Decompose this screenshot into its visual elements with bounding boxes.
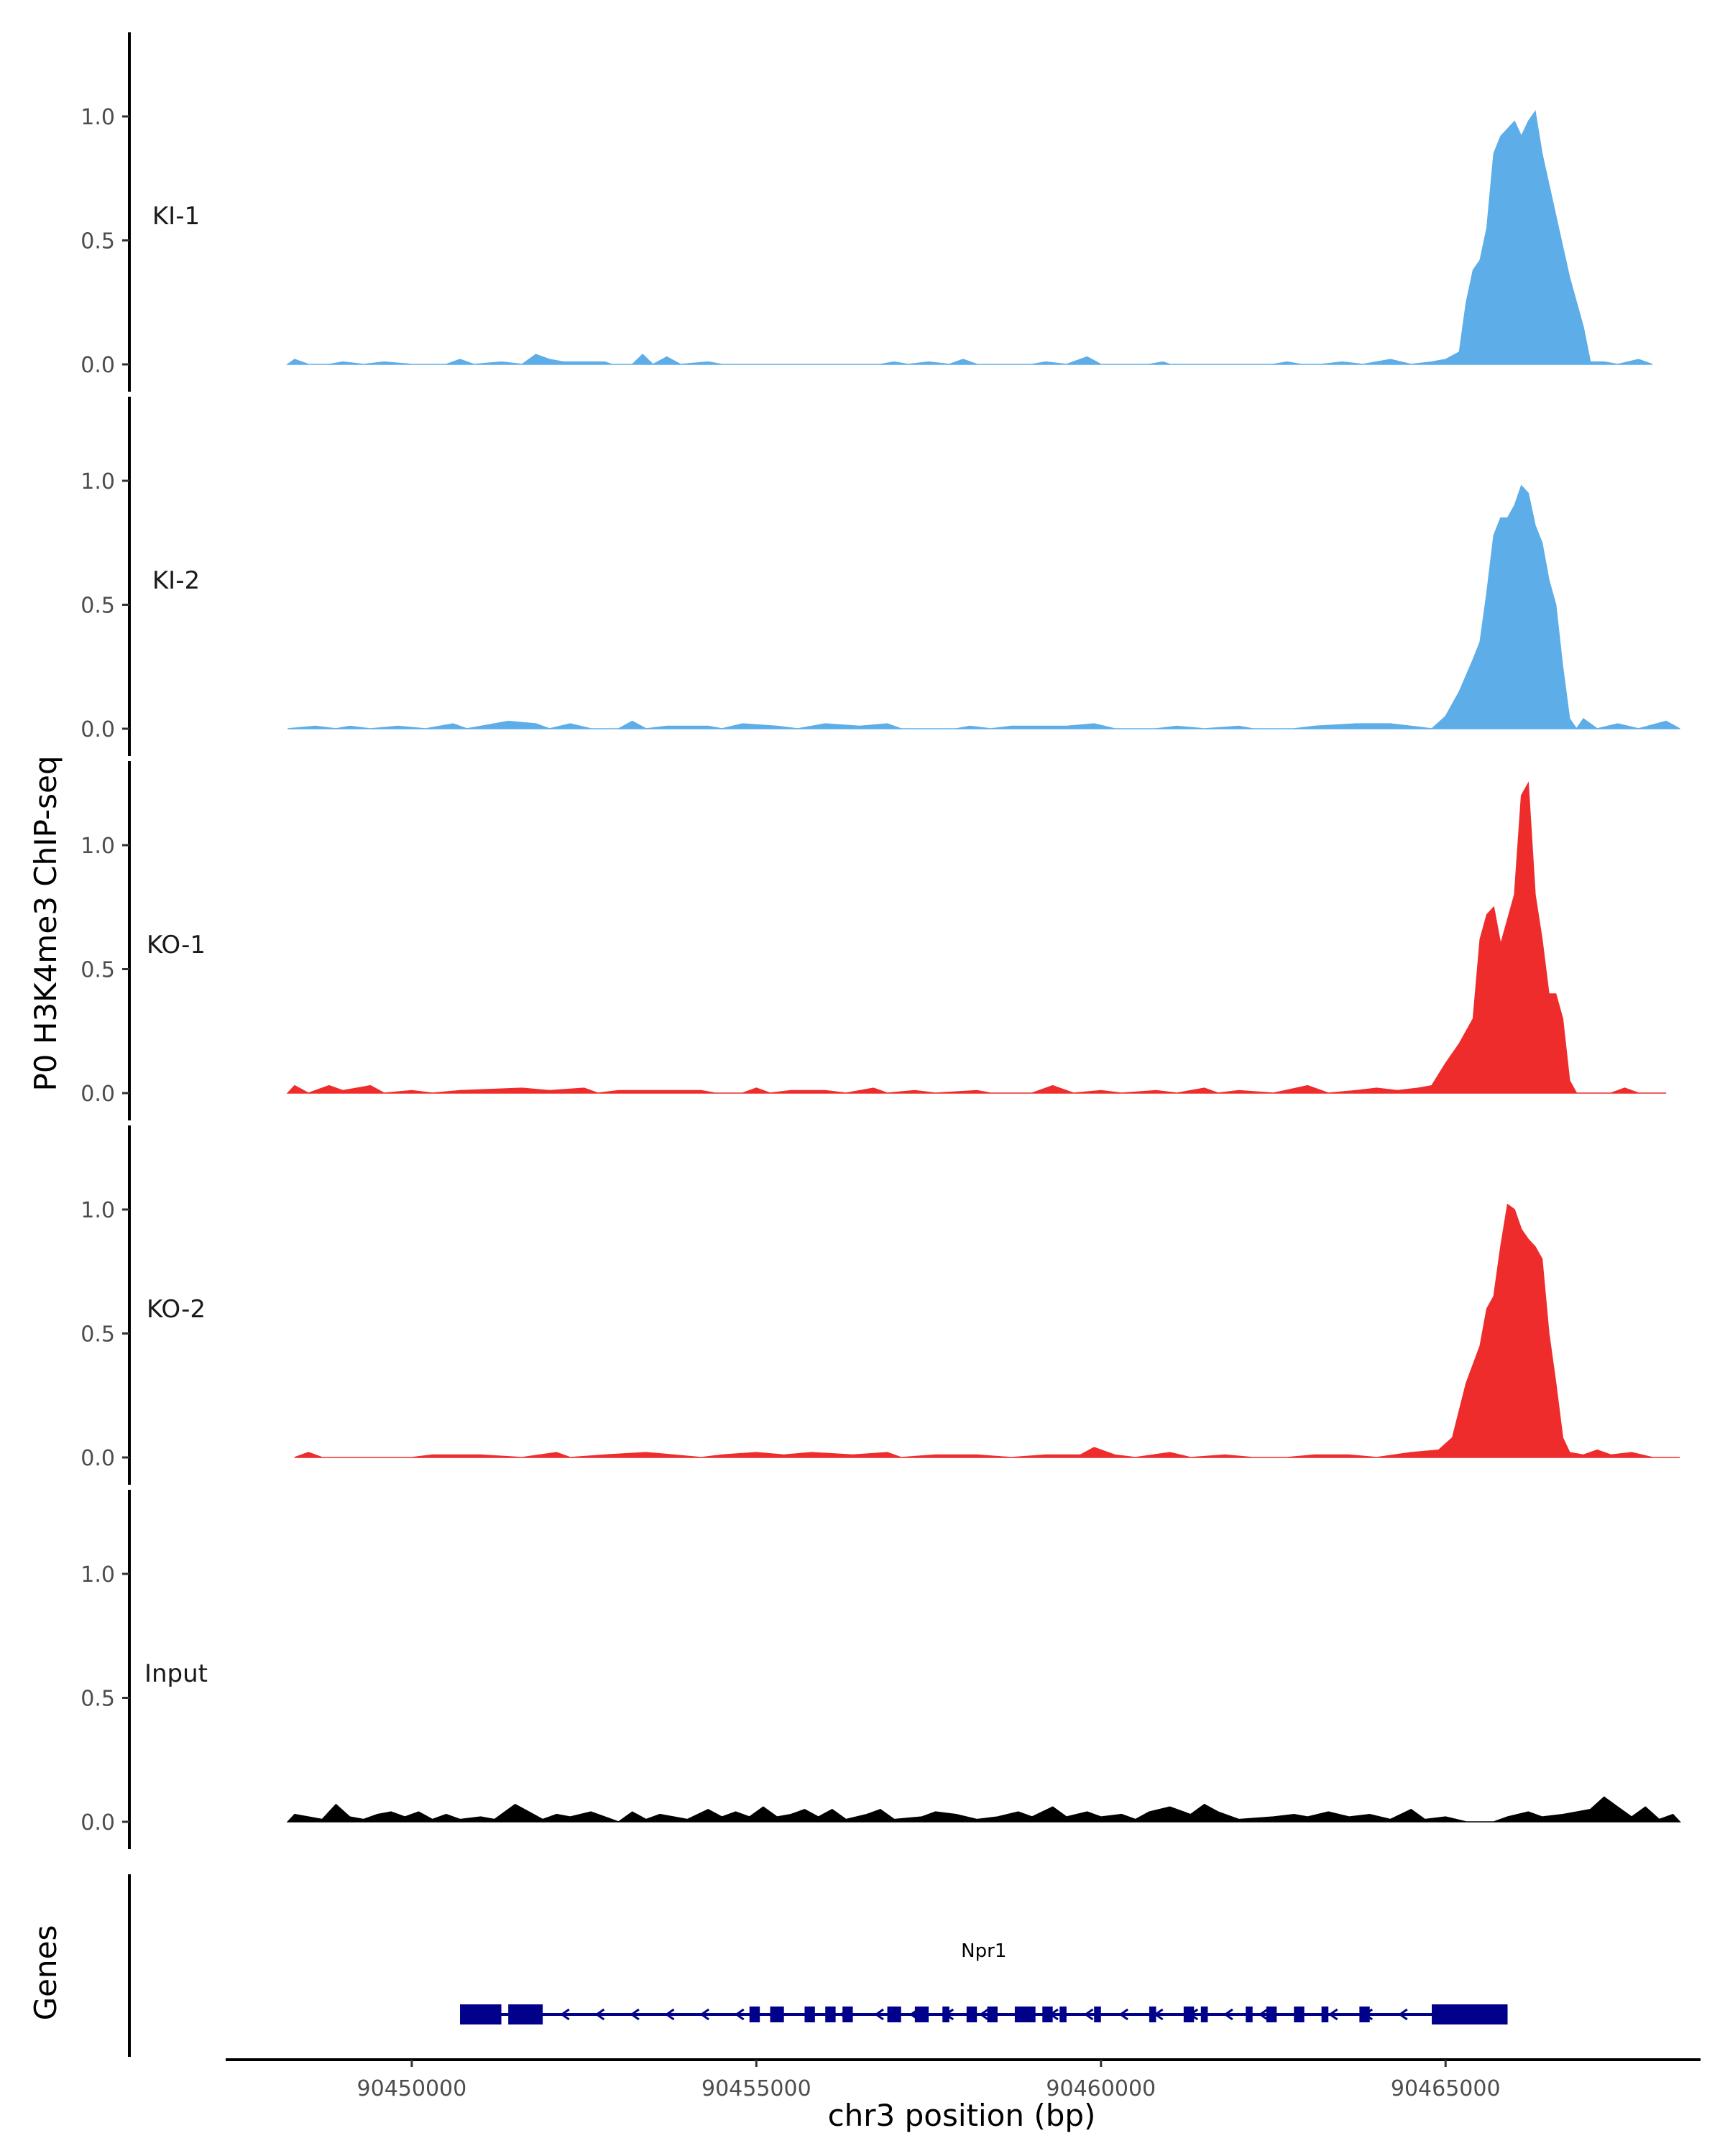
- x-tick-label: 90460000: [1046, 2076, 1156, 2101]
- gene-exon: [1266, 2007, 1277, 2022]
- y-tick-label: 0.5: [80, 1322, 115, 1348]
- strand-arrow: [630, 2008, 640, 2021]
- strand-arrow: [560, 2008, 570, 2021]
- tracks-layer: 0.00.51.0KI-10.00.51.0KI-20.00.51.0KO-10…: [80, 32, 1681, 1849]
- y-tick-label: 1.0: [80, 469, 115, 494]
- gene-exon: [1359, 2007, 1370, 2022]
- strand-arrow: [1118, 2008, 1128, 2021]
- strand-arrow: [664, 2008, 675, 2021]
- y-tick-label: 1.0: [80, 1562, 115, 1588]
- x-tick-label: 90450000: [357, 2076, 467, 2101]
- y-tick-label: 0.0: [80, 353, 115, 378]
- gene-exon: [1094, 2007, 1101, 2022]
- x-axis-title: chr3 position (bp): [828, 2098, 1096, 2133]
- x-tick-label: 90465000: [1391, 2076, 1501, 2101]
- track-label: Input: [144, 1659, 208, 1688]
- y-tick-label: 0.5: [80, 594, 115, 619]
- genes-track: Npr1: [128, 1874, 1508, 2057]
- signal-area: [288, 484, 1680, 730]
- strand-arrow: [1258, 2008, 1269, 2021]
- y-tick-label: 0.5: [80, 229, 115, 254]
- gene-exon: [508, 2004, 543, 2024]
- gene-exon: [1183, 2007, 1195, 2022]
- gene-exon: [1042, 2007, 1053, 2022]
- gene-exon: [804, 2007, 815, 2022]
- gene-exon: [1246, 2007, 1253, 2022]
- gene-exon: [749, 2007, 760, 2022]
- strand-arrow: [735, 2008, 745, 2021]
- y-tick-label: 0.0: [80, 717, 115, 742]
- gene-exon: [1200, 2007, 1208, 2022]
- y-tick-label: 1.0: [80, 1198, 115, 1223]
- gene-exon: [914, 2007, 929, 2022]
- gene-exon: [1321, 2007, 1329, 2022]
- x-axis: 90450000 90455000 90460000 90465000: [226, 2058, 1701, 2101]
- track-label: KO-1: [147, 931, 206, 959]
- track-label: KI-1: [152, 202, 200, 231]
- track-label: KO-2: [147, 1295, 206, 1324]
- strand-arrow: [1398, 2008, 1408, 2021]
- y-tick-label: 0.0: [80, 1810, 115, 1835]
- signal-area: [286, 781, 1667, 1094]
- y-tick-label: 0.5: [80, 958, 115, 983]
- gene-exon: [966, 2007, 978, 2022]
- y-axis-title: P0 H3K4me3 ChIP-seq: [28, 755, 63, 1091]
- strand-arrow: [1223, 2008, 1233, 2021]
- gene-exon: [1059, 2007, 1067, 2022]
- track-input: 0.0 0.5 1.0 Input: [80, 1490, 1681, 1849]
- gene-name: Npr1: [961, 1940, 1006, 1962]
- gene-exon: [1014, 2007, 1036, 2022]
- strand-arrow: [874, 2008, 884, 2021]
- track-ki-2: 0.0 0.5 1.0 KI-2: [80, 397, 1680, 756]
- x-tick-label: 90455000: [702, 2076, 811, 2101]
- genes-axis-title: Genes: [28, 1925, 63, 2021]
- gene-exon: [1294, 2007, 1305, 2022]
- track-label: KI-2: [152, 566, 200, 595]
- strand-arrow: [1083, 2008, 1094, 2021]
- gene-exon: [987, 2007, 998, 2022]
- signal-area: [294, 1203, 1680, 1458]
- gene-exon: [1149, 2007, 1156, 2022]
- track-ki-1: 0.0 0.5 1.0 KI-1: [80, 32, 1653, 392]
- y-tick-label: 1.0: [80, 834, 115, 859]
- y-tick-label: 0.5: [80, 1687, 115, 1712]
- strand-arrow: [594, 2008, 605, 2021]
- gene-exon: [770, 2007, 784, 2022]
- gene-exon: [1432, 2004, 1508, 2024]
- gene-exon: [825, 2007, 836, 2022]
- strand-arrow: [1328, 2008, 1338, 2021]
- gene-exon: [887, 2007, 901, 2022]
- strand-arrow: [979, 2008, 989, 2021]
- y-tick-label: 0.0: [80, 1082, 115, 1107]
- signal-area: [285, 110, 1653, 365]
- y-tick-label: 0.0: [80, 1446, 115, 1471]
- gene-exon: [842, 2007, 853, 2022]
- gene-exon: [942, 2007, 949, 2022]
- y-tick-label: 1.0: [80, 105, 115, 130]
- signal-area: [286, 1796, 1681, 1823]
- strand-arrow: [699, 2008, 709, 2021]
- track-ko-2: 0.0 0.5 1.0 KO-2: [80, 1125, 1680, 1485]
- gene-exon: [460, 2004, 502, 2024]
- track-ko-1: 0.0 0.5 1.0 KO-1: [80, 761, 1667, 1120]
